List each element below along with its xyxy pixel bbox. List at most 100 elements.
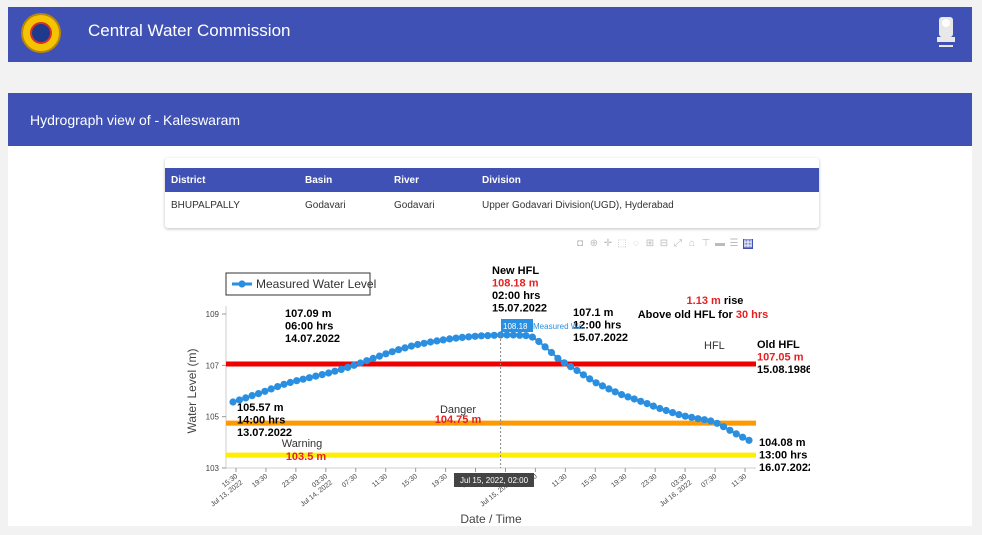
spike-lines-icon[interactable]: ⊤ <box>701 238 711 249</box>
legend-label: Measured Water Level <box>256 277 376 291</box>
x-tick-label: 19:30 <box>610 473 628 489</box>
legend-box <box>225 272 371 296</box>
data-point <box>579 371 587 379</box>
data-point <box>477 332 485 340</box>
zoom-out-icon[interactable]: ⊟ <box>659 238 669 249</box>
x-tick-label: 15:30Jul 13, 2022 <box>205 473 244 508</box>
data-point <box>586 375 594 383</box>
pan-icon[interactable]: ✛ <box>603 238 613 249</box>
hover-tooltip-value: 108.18 <box>503 322 528 331</box>
plotly-logo-icon[interactable]: ▦ <box>743 238 753 249</box>
hover-x-label-box <box>454 473 534 487</box>
data-point <box>452 334 460 342</box>
data-point <box>605 385 613 393</box>
data-point <box>280 380 288 388</box>
data-point <box>458 333 466 341</box>
data-point <box>274 383 282 391</box>
data-point <box>267 385 275 393</box>
x-tick-label: 19:30 <box>251 473 269 489</box>
x-tick-label: 03:30Jul 14, 2022 <box>295 473 334 508</box>
table-row: BHUPALPALLY Godavari Godavari Upper Goda… <box>165 192 819 218</box>
data-point <box>528 333 536 341</box>
data-point <box>248 392 256 400</box>
camera-icon[interactable]: ◘ <box>576 238 584 249</box>
data-point <box>325 369 333 377</box>
data-point <box>369 354 377 362</box>
zoom-in-icon[interactable]: ⊞ <box>645 238 655 249</box>
data-point <box>363 357 371 365</box>
data-point <box>713 419 721 427</box>
data-point <box>637 397 645 405</box>
data-point <box>433 337 441 345</box>
station-info-table: District Basin River Division BHUPALPALL… <box>165 168 819 218</box>
data-point <box>739 433 747 441</box>
data-point <box>618 391 626 399</box>
data-point <box>624 393 632 401</box>
data-point <box>630 395 638 403</box>
reset-axes-icon[interactable]: ⌂ <box>688 238 696 249</box>
page-title: Hydrograph view of - Kaleswaram <box>30 112 241 128</box>
data-point <box>662 406 670 415</box>
data-point <box>700 416 709 424</box>
data-point <box>484 332 492 340</box>
data-point <box>535 337 543 346</box>
y-tick-label: 107 <box>206 361 220 370</box>
data-point <box>299 375 307 383</box>
data-point <box>235 396 243 404</box>
data-point <box>331 367 339 375</box>
cell-district: BHUPALPALLY <box>171 199 240 211</box>
x-tick-label: 07:30 <box>341 473 359 489</box>
data-point <box>726 426 734 434</box>
data-point <box>261 387 269 395</box>
data-point <box>395 346 403 354</box>
data-point <box>242 394 250 402</box>
lasso-icon[interactable]: ◌ <box>633 238 639 249</box>
data-point <box>649 402 657 410</box>
data-point <box>611 388 619 396</box>
box-select-icon[interactable]: ⬚ <box>617 238 627 249</box>
data-point <box>312 372 320 380</box>
autoscale-icon[interactable]: ⤢ <box>674 238 682 249</box>
x-tick-label: 19:30 <box>431 473 449 489</box>
data-point <box>681 412 689 420</box>
data-point <box>286 378 294 387</box>
x-axis-title: Date / Time <box>460 512 522 526</box>
column-header-division: Division <box>476 168 819 192</box>
data-point <box>592 379 600 387</box>
data-point <box>350 361 358 369</box>
annotation-start: 105.57 m 14:00 hrs 13.07.2022 <box>237 402 292 439</box>
danger-value: 104.75 m <box>435 414 482 426</box>
data-point <box>656 404 664 413</box>
data-point <box>375 352 384 360</box>
data-point <box>388 348 396 356</box>
x-tick-label: 11:30 <box>731 473 749 489</box>
data-point <box>337 365 345 373</box>
annotation-old-hfl: Old HFL 107.05 m 15.08.1986 <box>757 339 810 376</box>
data-point <box>401 344 409 352</box>
x-tick-label: 15:30 <box>401 473 419 489</box>
data-point <box>554 354 562 362</box>
data-point <box>439 336 447 344</box>
data-point <box>745 436 753 444</box>
x-tick-label: 07:30 <box>700 473 718 489</box>
data-point <box>407 342 415 350</box>
top-navbar: Central Water Commission <box>8 7 972 62</box>
hydrograph-svg[interactable]: 103 105 107 109 Water Level (m) 15:30Jul 13, … <box>170 233 814 528</box>
hover-closest-icon[interactable]: ▬ <box>715 238 725 249</box>
hydrograph-chart[interactable]: ◘ ⊕ ✛ ⬚ ◌ ⊞ ⊟ ⤢ ⌂ ⊤ ▬ ☰ ▦ 103 105 107 109 Water Level (m… <box>170 233 814 528</box>
y-tick-label: 103 <box>206 464 220 473</box>
legend-marker <box>238 280 246 288</box>
annotation-rise-line2: Above old HFL for 30 hrs <box>638 309 769 321</box>
column-header-district: District <box>165 168 299 192</box>
hover-compare-icon[interactable]: ☰ <box>729 238 739 249</box>
x-tick-label: 03:30Jul 16, 2022 <box>654 473 693 508</box>
data-point <box>254 390 263 398</box>
data-point <box>509 331 517 339</box>
data-point <box>688 413 696 421</box>
data-point <box>643 400 651 408</box>
app-title: Central Water Commission <box>88 21 291 40</box>
hover-x-label: Jul 15, 2022, 02:00 <box>460 476 529 485</box>
cell-river: Godavari <box>394 199 435 211</box>
zoom-icon[interactable]: ⊕ <box>589 238 599 249</box>
station-info-card: District Basin River Division BHUPALPALL… <box>165 158 819 228</box>
